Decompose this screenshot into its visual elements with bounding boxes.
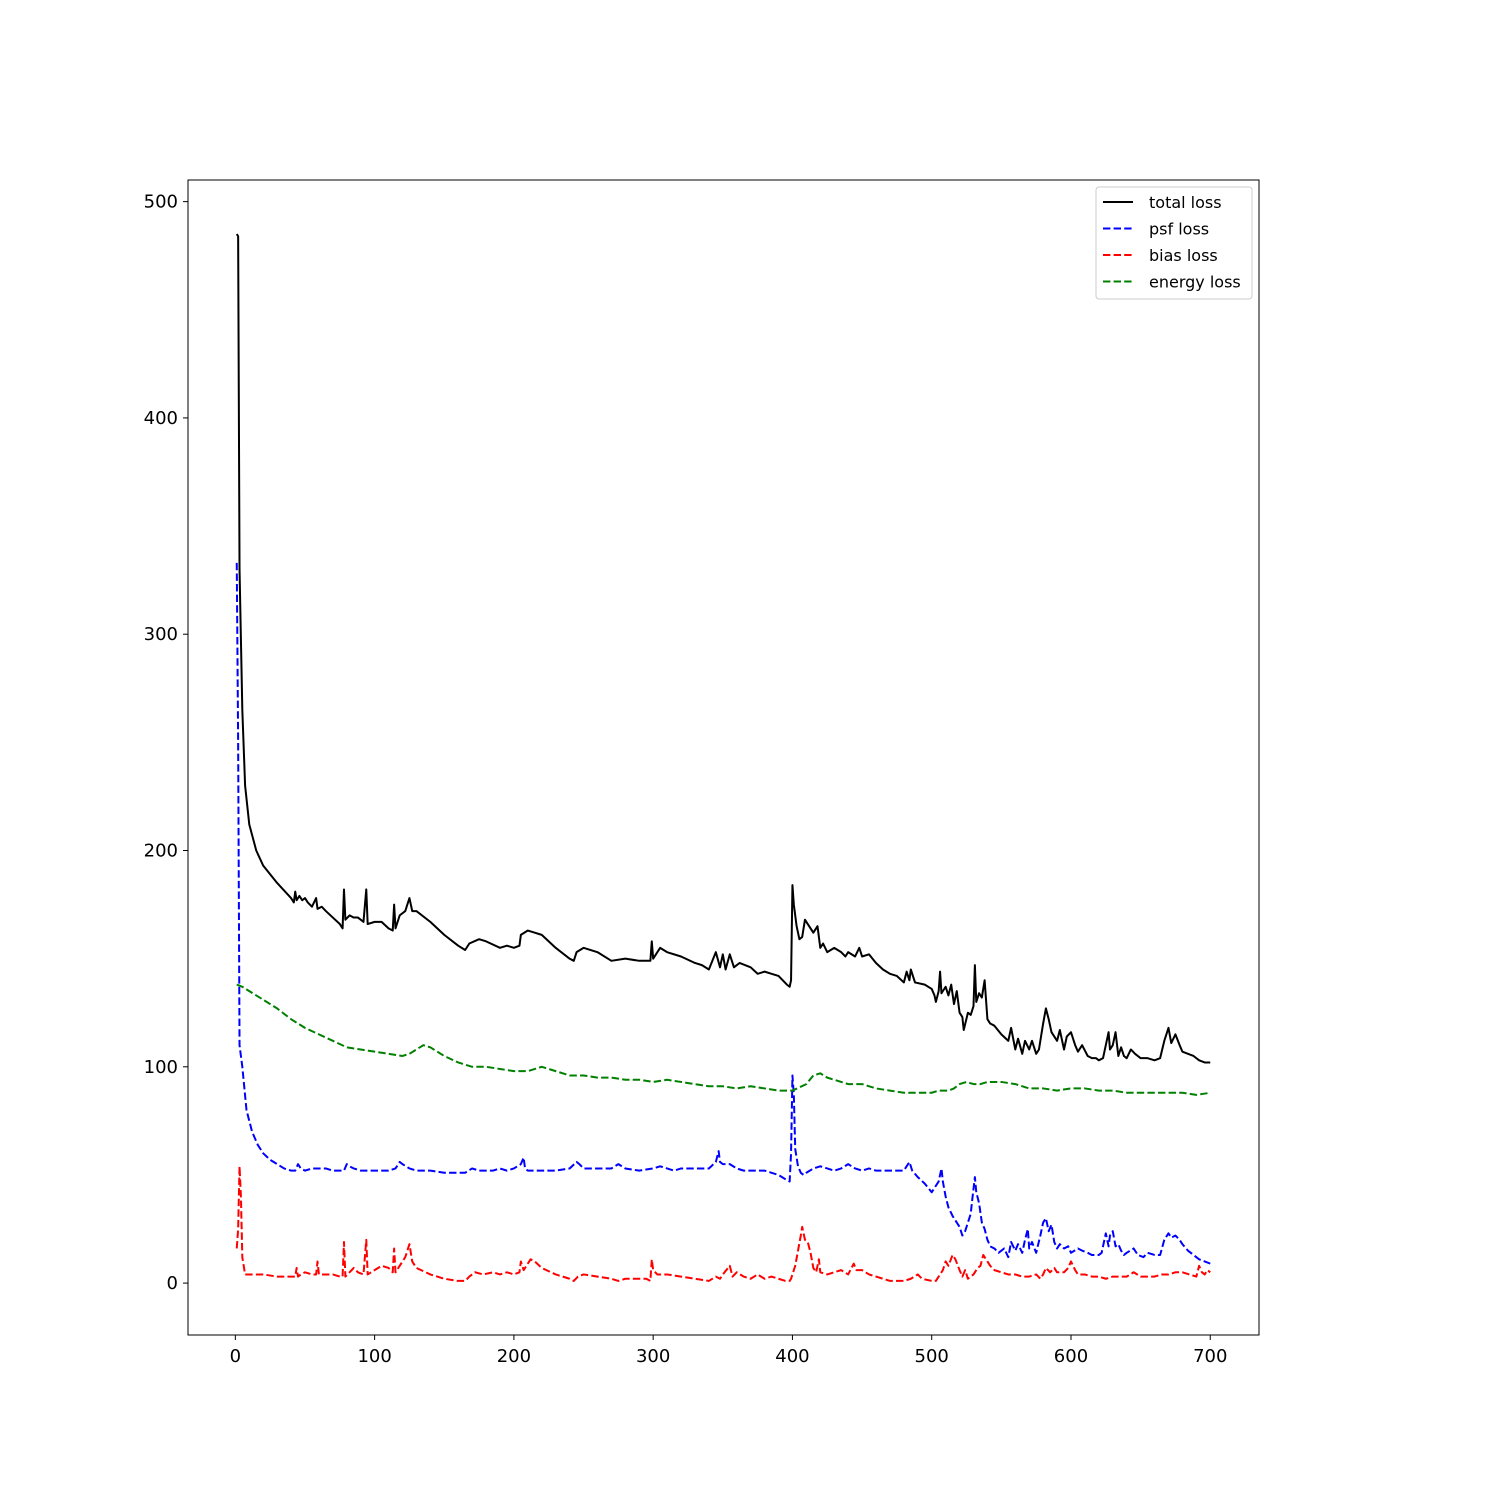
legend-label-total-loss: total loss	[1149, 193, 1222, 212]
psf-loss-line	[235, 562, 1211, 1265]
y-tick-label: 200	[144, 841, 178, 862]
x-tick-label: 500	[915, 1346, 949, 1367]
y-tick-label: 0	[167, 1273, 178, 1294]
legend-box	[1095, 186, 1253, 300]
plot-frame	[187, 179, 1260, 1336]
legend-label-energy-loss: energy loss	[1149, 273, 1241, 292]
x-axis: 0 100 200 300 400 500 600 700	[230, 1335, 1227, 1367]
legend: total loss psf loss bias loss energy loss	[1095, 186, 1253, 300]
energy-loss-line	[236, 983, 1211, 1096]
y-tick-label: 300	[144, 624, 178, 645]
x-tick-label: 400	[775, 1346, 809, 1367]
plot-area	[188, 180, 1259, 1335]
bias-loss-line	[235, 1165, 1211, 1282]
total-loss-line	[235, 233, 1211, 1064]
y-tick-label: 500	[144, 192, 178, 213]
x-tick-label: 600	[1054, 1346, 1088, 1367]
x-tick-label: 200	[497, 1346, 531, 1367]
legend-label-psf-loss: psf loss	[1149, 220, 1209, 239]
x-tick-label: 0	[230, 1346, 241, 1367]
legend-label-bias-loss: bias loss	[1149, 246, 1218, 265]
x-tick-label: 100	[357, 1346, 391, 1367]
series-layer	[235, 233, 1211, 1282]
x-tick-label: 300	[636, 1346, 670, 1367]
y-tick-label: 100	[144, 1057, 178, 1078]
x-tick-label: 700	[1193, 1346, 1227, 1367]
y-tick-label: 400	[144, 408, 178, 429]
y-axis: 0 100 200 300 400 500	[144, 192, 188, 1294]
